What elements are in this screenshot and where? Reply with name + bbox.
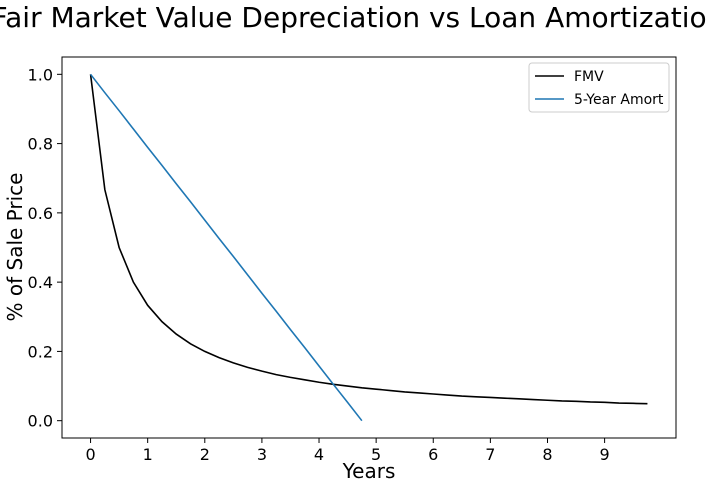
x-tick-label: 8 (542, 445, 552, 464)
x-tick-label: 4 (314, 445, 324, 464)
legend: FMV 5-Year Amort (528, 62, 670, 113)
chart-title: Fair Market Value Depreciation vs Loan A… (0, 1, 706, 34)
y-tick-label: 0.8 (28, 135, 53, 154)
x-tick-label: 0 (85, 445, 95, 464)
axes-frame (61, 56, 677, 439)
x-tick-label: 5 (371, 445, 381, 464)
x-tick-label: 1 (143, 445, 153, 464)
y-tick-label: 1.0 (28, 65, 53, 84)
series-line-5-year-amort (89, 73, 363, 422)
y-tick-label: 0.6 (28, 204, 53, 223)
y-tick-label: 0.0 (28, 412, 53, 431)
series-lines (89, 73, 648, 422)
legend-items: FMV 5-Year Amort (535, 69, 664, 108)
y-axis-ticks: 0.0 0.2 0.4 0.6 0.8 1.0 (28, 65, 62, 431)
y-tick-label: 0.4 (28, 273, 53, 292)
x-tick-label: 3 (257, 445, 267, 464)
x-axis-label: Years (342, 459, 396, 483)
y-tick-label: 0.2 (28, 342, 53, 361)
legend-label: 5-Year Amort (574, 92, 664, 108)
x-tick-label: 2 (200, 445, 210, 464)
x-tick-label: 9 (600, 445, 610, 464)
series-line-fmv (89, 74, 648, 405)
y-axis-label: % of Sale Price (3, 173, 27, 322)
x-tick-label: 7 (485, 445, 495, 464)
plot-area: 0 1 2 3 4 5 6 7 8 9 0.0 0.2 0.4 0.6 0.8 1.0 (28, 56, 677, 464)
x-axis-ticks: 0 1 2 3 4 5 6 7 8 9 (85, 438, 610, 464)
legend-label: FMV (574, 69, 604, 85)
x-tick-label: 6 (428, 445, 438, 464)
